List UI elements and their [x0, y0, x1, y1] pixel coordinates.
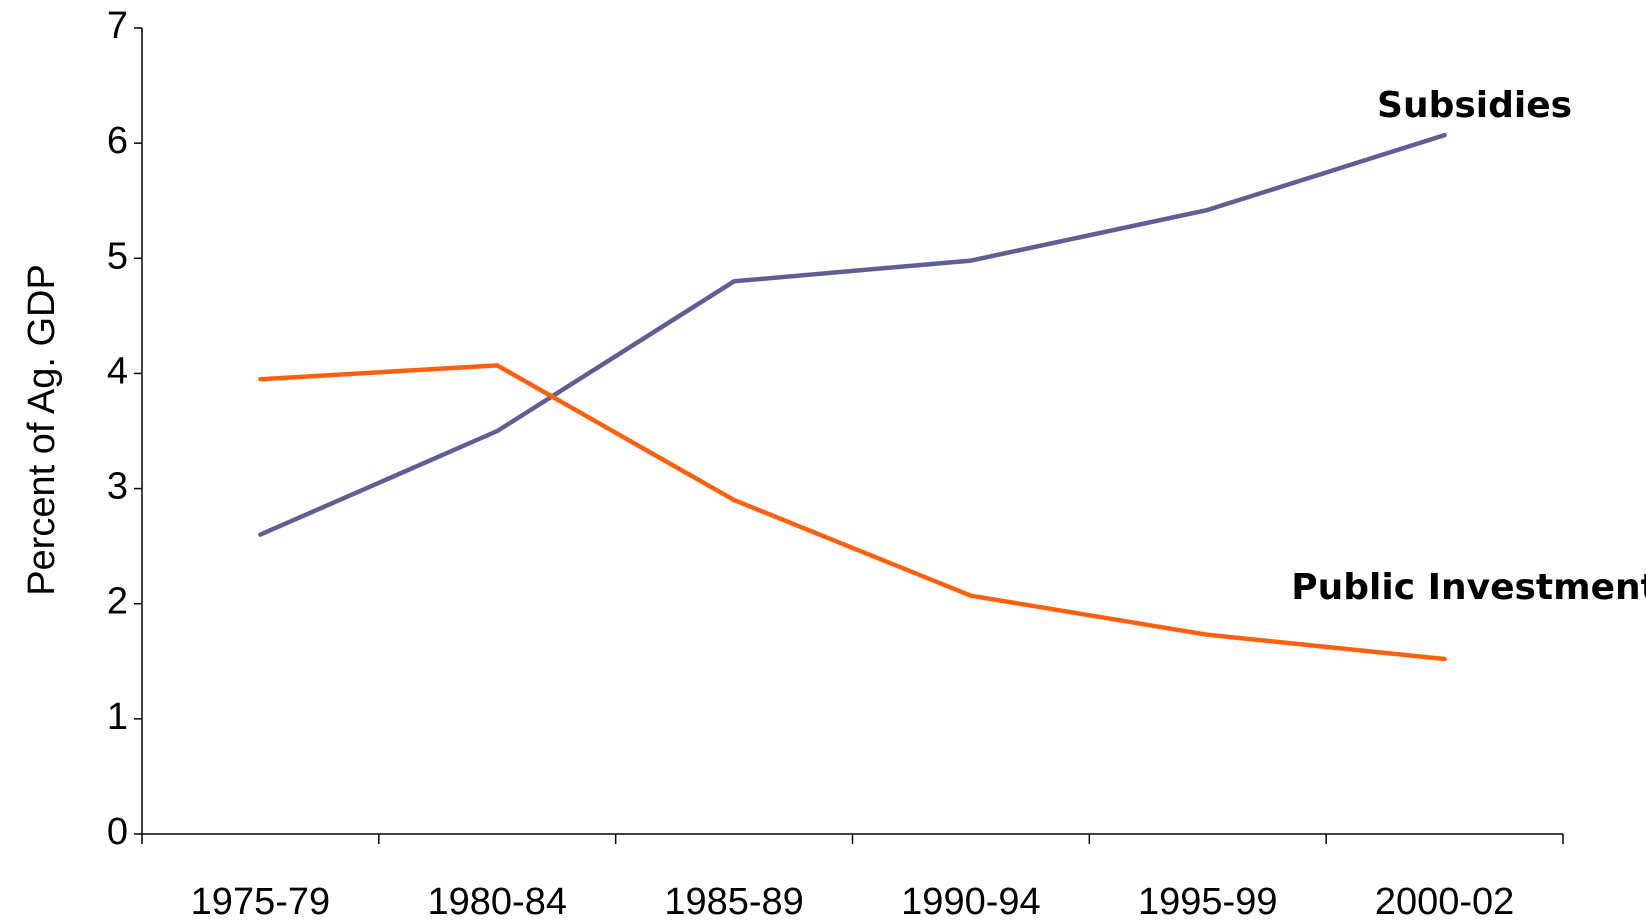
series-label: Subsidies — [1377, 85, 1572, 126]
series-line — [258, 132, 1447, 537]
series-line — [258, 363, 1447, 662]
series-label: Public Investment — [1291, 567, 1646, 608]
x-tick-label: 1990-94 — [901, 881, 1040, 920]
y-tick-label: 5 — [107, 235, 128, 277]
y-tick-label: 6 — [107, 120, 128, 162]
x-tick-label: 2000-02 — [1375, 881, 1514, 920]
y-tick-label: 3 — [107, 466, 128, 508]
y-tick-label: 4 — [107, 350, 128, 392]
y-tick-label: 7 — [107, 5, 128, 47]
y-tick-label: 1 — [107, 696, 128, 738]
y-tick-label: 2 — [107, 581, 128, 623]
x-tick-label: 1995-99 — [1138, 881, 1277, 920]
x-tick-label: 1985-89 — [664, 881, 803, 920]
y-tick-label: 0 — [107, 811, 128, 853]
y-axis-label: Percent of Ag. GDP — [21, 264, 63, 596]
x-tick-label: 1980-84 — [428, 881, 567, 920]
x-tick-label: 1975-79 — [191, 881, 330, 920]
